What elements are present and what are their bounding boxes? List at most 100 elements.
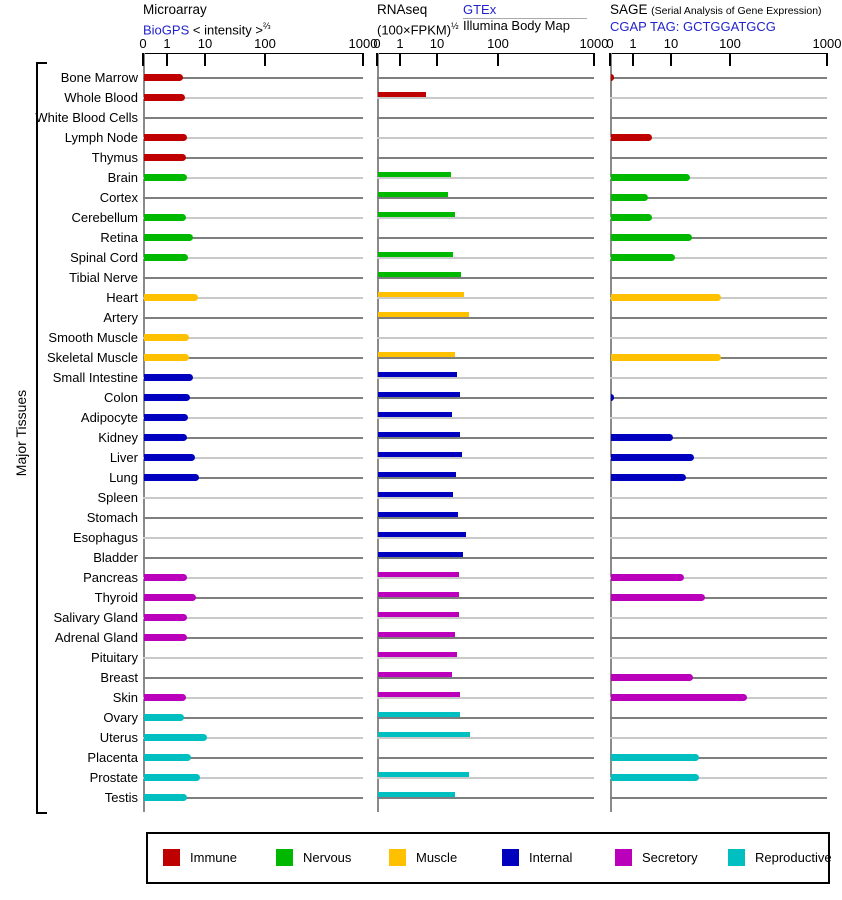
gridline [377,497,594,499]
legend-swatch-muscle [389,849,406,866]
y-axis-title: Major Tissues [13,389,29,477]
gridline [143,357,363,359]
panel-title-microarray: Microarray [143,2,207,17]
axis-tick [264,53,266,66]
gridline [377,217,594,219]
bar-sage-skin [611,694,747,701]
gridline [610,97,827,99]
tissue-label-bone-marrow: Bone Marrow [60,70,138,85]
gridline [610,117,827,119]
axis-line [377,53,594,54]
sage-header: SAGE (Serial Analysis of Gene Expression… [610,2,822,35]
gridline [143,397,363,399]
gridline [143,217,363,219]
gridline [377,417,594,419]
bar-microarray-adrenal-gland [144,634,187,641]
gridline [610,137,827,139]
tissue-label-breast: Breast [100,670,138,685]
gridline [610,537,827,539]
gridline [610,497,827,499]
gridline [377,697,594,699]
bar-rnaseq-salivary-gland [378,612,459,617]
bar-microarray-salivary-gland [144,614,187,621]
gridline [143,457,363,459]
tissue-label-liver: Liver [109,450,138,465]
gridline [610,617,827,619]
legend-swatch-immune [163,849,180,866]
bar-rnaseq-liver [378,452,462,457]
gridline [377,457,594,459]
bar-microarray-retina [144,234,193,241]
gridline [143,617,363,619]
bar-microarray-thymus [144,154,186,161]
axis-tick [362,53,364,66]
panel-microarray: 0 1 10 100 1000 [139,36,377,812]
axis-tick-label: 1 [396,36,404,51]
bar-microarray-kidney [144,434,187,441]
gridline [143,297,363,299]
axis-tick [826,53,828,66]
bar-sage-heart [611,294,721,301]
bar-rnaseq-stomach [378,512,458,517]
tissue-label-tibial-nerve: Tibial Nerve [69,270,138,285]
gridline [610,457,827,459]
gridline [143,417,363,419]
bar-sage-prostate [611,774,699,781]
bar-rnaseq-thyroid [378,592,459,597]
tissue-label-salivary-gland: Salivary Gland [53,610,138,625]
tissue-label-brain: Brain [107,170,138,185]
gridline [610,557,827,559]
tissue-label-adipocyte: Adipocyte [80,410,138,425]
bar-microarray-small-intestine [144,374,193,381]
bar-microarray-ovary [144,714,184,721]
gridline [610,757,827,759]
gridline [377,257,594,259]
bar-rnaseq-skeletal-muscle [378,352,455,357]
cgap-link[interactable]: CGAP [610,19,647,34]
gridline [610,277,827,279]
gridline [377,477,594,479]
bar-sage-colon [611,394,614,401]
gridline [377,277,594,279]
bar-sage-pancreas [611,574,684,581]
gridline [143,377,363,379]
gtex-link[interactable]: GTEx [463,2,497,17]
bar-microarray-heart [144,294,198,301]
bar-rnaseq-prostate [378,772,469,777]
tissue-label-lymph-node: Lymph Node [64,130,138,145]
tissue-label-adrenal-gland: Adrenal Gland [54,630,138,645]
gridline [377,797,594,799]
legend-label-muscle: Muscle [416,850,458,865]
bar-sage-thyroid [611,594,705,601]
gridline [143,637,363,639]
bar-microarray-skeletal-muscle [144,354,189,361]
gridline [377,337,594,339]
tissue-label-placenta: Placenta [87,750,138,765]
gridline [143,557,363,559]
bar-microarray-skin [144,694,186,701]
tissue-label-whole-blood: Whole Blood [64,90,138,105]
gridline [377,437,594,439]
legend-box: Immune Nervous Muscle Internal Secretory Repr… [146,832,832,884]
gridline [377,177,594,179]
gridline [143,797,363,799]
tissue-label-pituitary: Pituitary [91,650,138,665]
axis-tick-label: 1000 [348,36,378,51]
tissue-label-skeletal-muscle: Skeletal Muscle [46,350,138,365]
gridline [610,577,827,579]
tissue-label-esophagus: Esophagus [72,530,138,545]
legend-label-internal: Internal [529,850,573,865]
bar-rnaseq-artery [378,312,469,317]
biogps-link[interactable]: BioGPS [143,22,190,38]
gridline [610,437,827,439]
bar-sage-bone-marrow [611,74,614,81]
bar-microarray-pancreas [144,574,187,581]
bar-microarray-bone-marrow [144,74,183,81]
gridline [143,437,363,439]
axis-tick [632,53,634,66]
tissue-label-testis: Testis [104,790,138,805]
bar-microarray-lung [144,474,199,481]
axis-tick [729,53,731,66]
gridline [143,657,363,659]
gridline [377,597,594,599]
